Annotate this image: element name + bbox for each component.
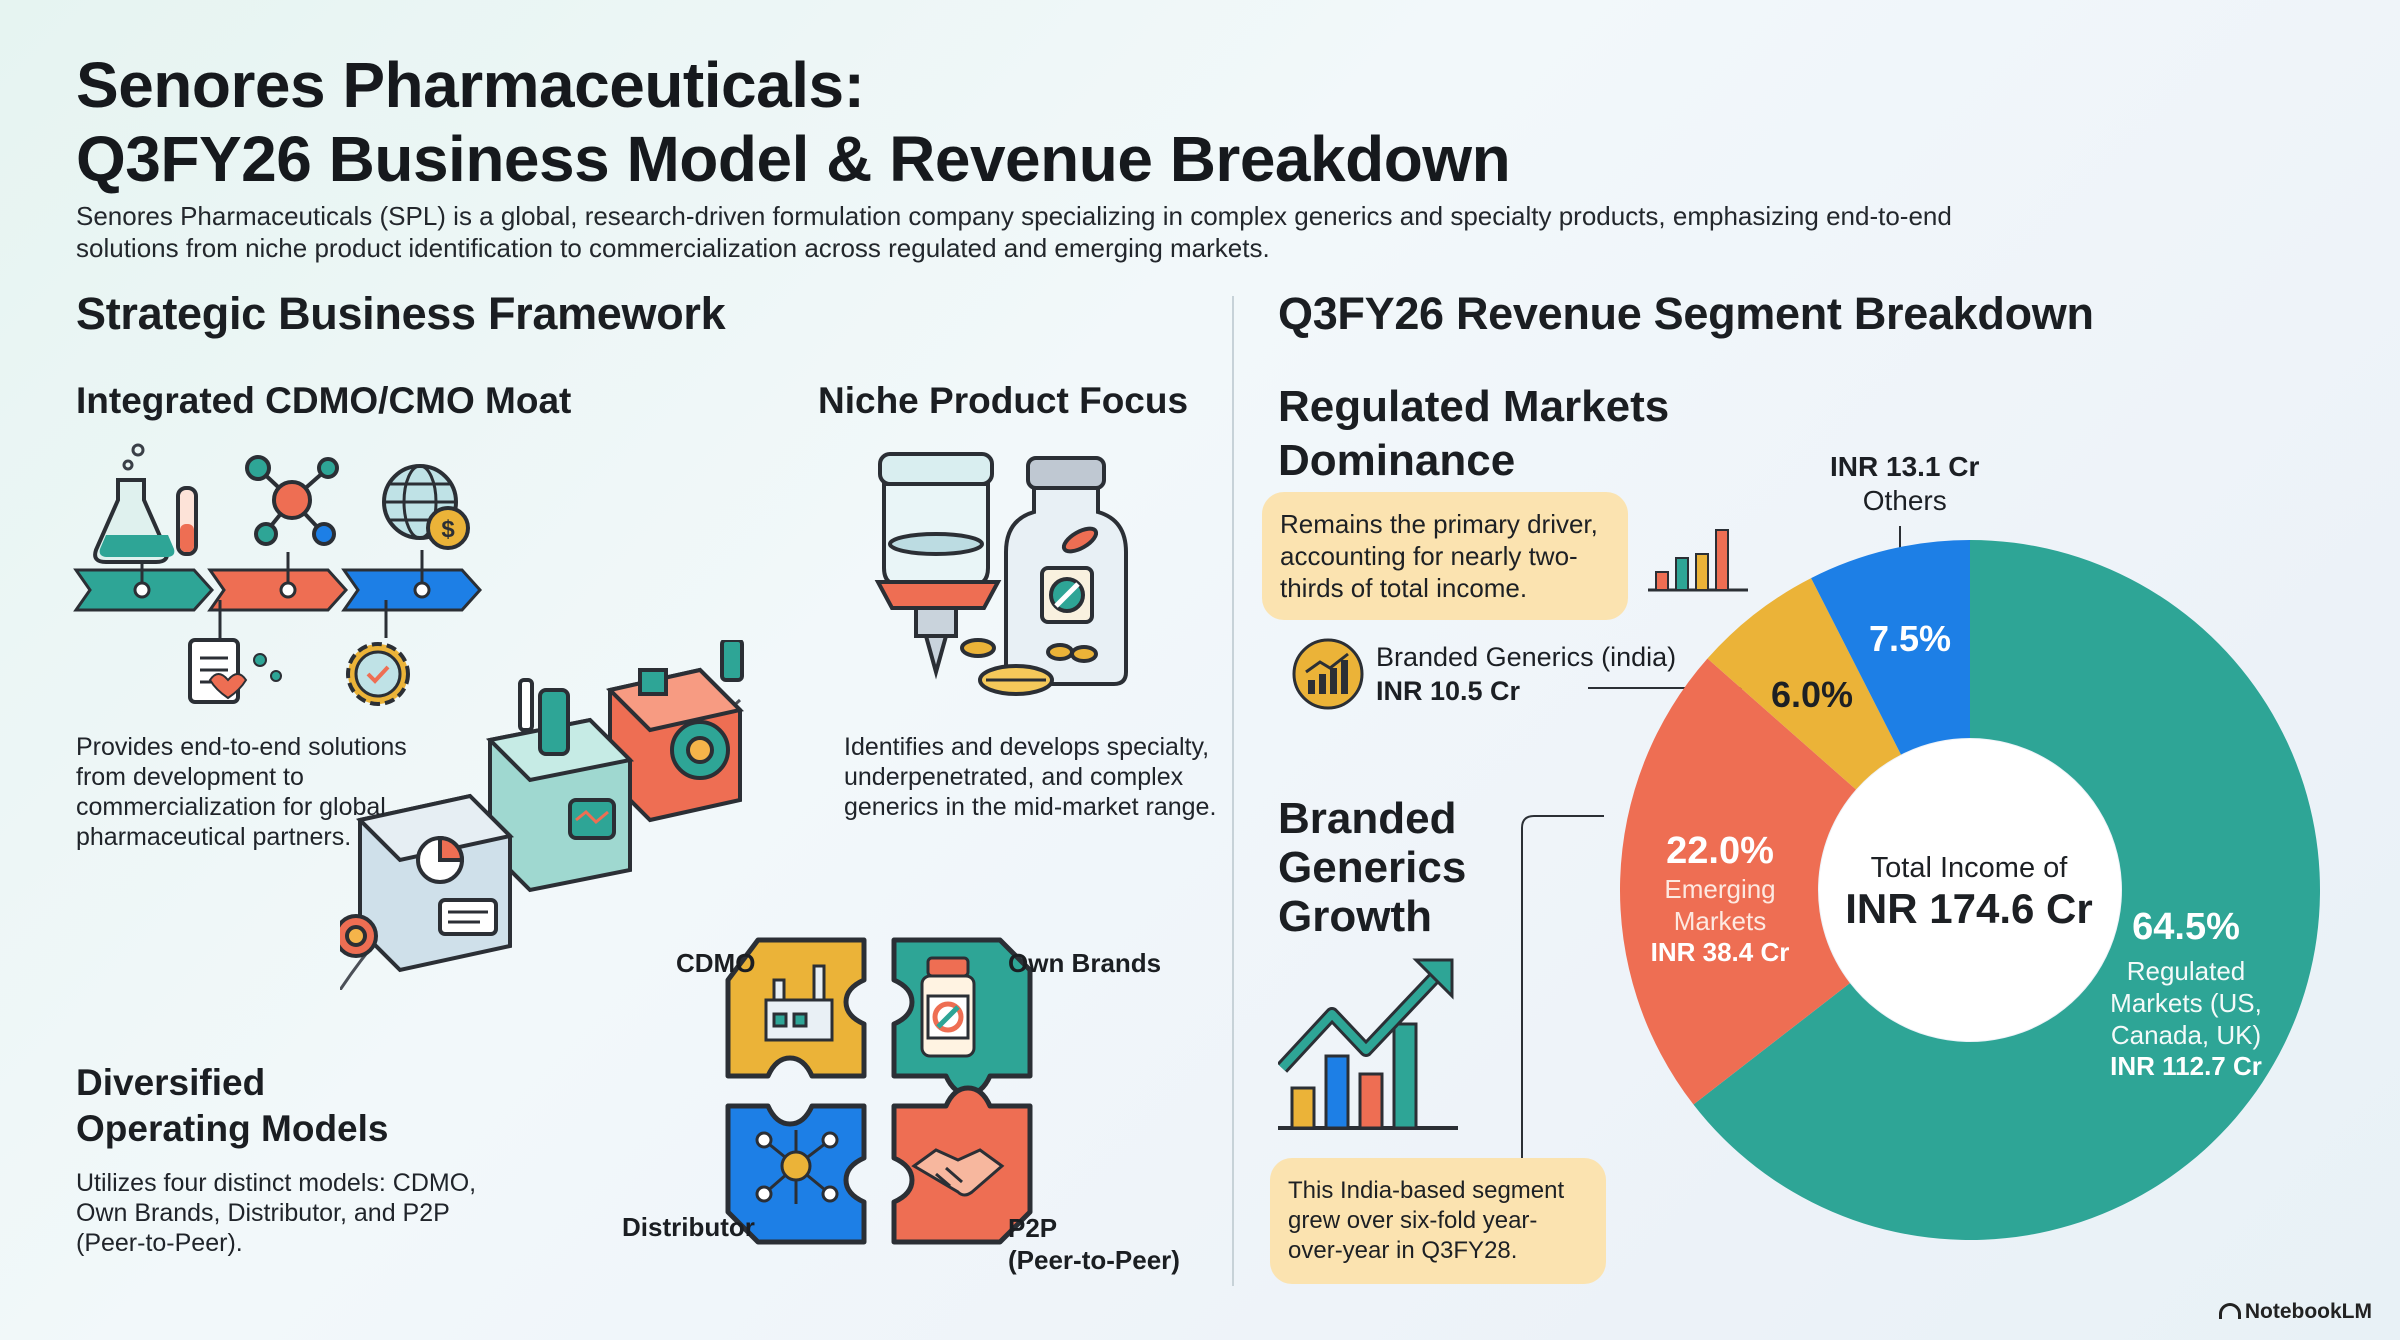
branded-india-name: Branded Generics (india) <box>1376 642 1677 672</box>
model-label-distributor: Distributor <box>622 1212 755 1242</box>
others-pct: 7.5% <box>1868 618 1952 659</box>
pipeline-illustration: $ <box>73 443 483 706</box>
gear-globe-icon <box>346 642 410 706</box>
donut-slice-emerging-markets <box>1620 658 1856 1105</box>
flask-icon <box>93 443 198 564</box>
page-title: Senores Pharmaceuticals: Q3FY26 Business… <box>76 48 1511 196</box>
branded-growth-callout: This India-based segment grew over six-f… <box>1270 1158 1606 1284</box>
moat-description: Provides end-to-end solutions from devel… <box>76 733 407 851</box>
regulated-name: Regulated Markets (US, Canada, UK) <box>2110 956 2262 1050</box>
donut-hole <box>1819 739 2121 1041</box>
branded-india-value: INR 10.5 Cr <box>1376 676 1521 706</box>
center-value: INR 174.6 Cr <box>1845 885 2093 932</box>
operating-models-puzzle <box>725 937 1033 1245</box>
molecule-icon <box>245 455 339 546</box>
factory-icon <box>764 964 834 1042</box>
revenue-donut-chart <box>1620 540 2320 1240</box>
small-bar-chart-icon <box>1648 529 1748 592</box>
branded-pct: 6.0% <box>1770 674 1854 715</box>
footer-brand-text: NotebookLM <box>2244 1300 2372 1323</box>
clipboard-icon <box>188 638 282 704</box>
regulated-pct: 64.5% <box>2132 906 2240 948</box>
globe-coin-icon: $ <box>382 464 470 550</box>
model-label-own-brands: Own Brands <box>1008 948 1162 978</box>
column-divider <box>1232 296 1234 1286</box>
title-line-2: Q3FY26 Business Model & Revenue Breakdow… <box>76 123 1511 195</box>
niche-product-illustration <box>874 452 1128 696</box>
growth-bar-chart-icon <box>1278 958 1458 1130</box>
model-label-p2p-line2: (Peer-to-Peer) <box>1008 1245 1180 1275</box>
diversified-title-line1: Diversified <box>76 1062 266 1103</box>
handshake-icon <box>911 1148 1005 1197</box>
notebook-logo-icon <box>2218 1303 2241 1319</box>
model-label-cdmo: CDMO <box>676 948 756 978</box>
diversified-title: Diversified Operating Models <box>76 1060 388 1152</box>
regulated-segment-label: 64.5% Regulated Markets (US, Canada, UK)… <box>2086 906 2286 1082</box>
niche-title: Niche Product Focus <box>818 380 1189 421</box>
regulated-title: Regulated Markets Dominance <box>1278 380 1669 488</box>
niche-description: Identifies and develops specialty, under… <box>844 733 1217 821</box>
branded-growth-title: Branded Generics Growth <box>1278 794 1466 941</box>
branded-growth-line1: Branded <box>1278 794 1457 843</box>
center-label: Total Income of <box>1870 852 2068 884</box>
footer-brand: NotebookLM <box>2218 1300 2372 1324</box>
others-segment-label: 7.5% <box>1850 618 1970 660</box>
branded-india-label: Branded Generics (india) INR 10.5 Cr <box>1376 640 1676 708</box>
moat-title: Integrated CDMO/CMO Moat <box>76 380 572 421</box>
branded-growth-line2: Generics <box>1278 843 1467 892</box>
medicine-bottle-icon <box>920 956 976 1058</box>
title-line-1: Senores Pharmaceuticals: <box>76 49 865 121</box>
regulated-title-line2: Dominance <box>1278 436 1516 485</box>
others-name: Others <box>1862 485 1947 516</box>
regulated-callout: Remains the primary driver, accounting f… <box>1262 492 1628 620</box>
left-section-title: Strategic Business Framework <box>76 288 726 339</box>
emerging-segment-label: 22.0% Emerging Markets INR 38.4 Cr <box>1630 830 1810 968</box>
donut-slice-branded-generics-india <box>1707 578 1901 790</box>
branded-segment-label: 6.0% <box>1752 674 1872 716</box>
intro-text: Senores Pharmaceuticals (SPL) is a globa… <box>76 201 1952 263</box>
model-label-p2p: P2P (Peer-to-Peer) <box>1008 1212 1180 1276</box>
others-value: INR 13.1 Cr <box>1830 451 1980 482</box>
manufacturing-machine-illustration <box>340 640 744 990</box>
growth-chart-coin-icon <box>1292 638 1364 710</box>
right-section-title: Q3FY26 Revenue Segment Breakdown <box>1278 288 2094 339</box>
regulated-title-line1: Regulated Markets <box>1278 382 1670 431</box>
branded-growth-line3: Growth <box>1278 892 1432 941</box>
donut-slice-others <box>1811 540 1970 755</box>
model-label-p2p-line1: P2P <box>1008 1213 1058 1243</box>
emerging-pct: 22.0% <box>1666 830 1774 872</box>
emerging-value: INR 38.4 Cr <box>1650 937 1790 967</box>
donut-slice-regulated-markets-us-canada-uk <box>1693 540 2320 1240</box>
others-label: INR 13.1 Cr Others <box>1830 450 1979 518</box>
regulated-value: INR 112.7 Cr <box>2110 1051 2262 1081</box>
svg-text:$: $ <box>441 516 455 543</box>
network-icon <box>755 1130 839 1204</box>
process-arrows <box>73 550 483 638</box>
donut-center: Total Income of INR 174.6 Cr <box>1838 852 2100 933</box>
emerging-name: Emerging Markets <box>1664 874 1776 936</box>
diversified-description: Utilizes four distinct models: CDMO, Own… <box>76 1169 477 1257</box>
diversified-title-line2: Operating Models <box>76 1108 389 1149</box>
